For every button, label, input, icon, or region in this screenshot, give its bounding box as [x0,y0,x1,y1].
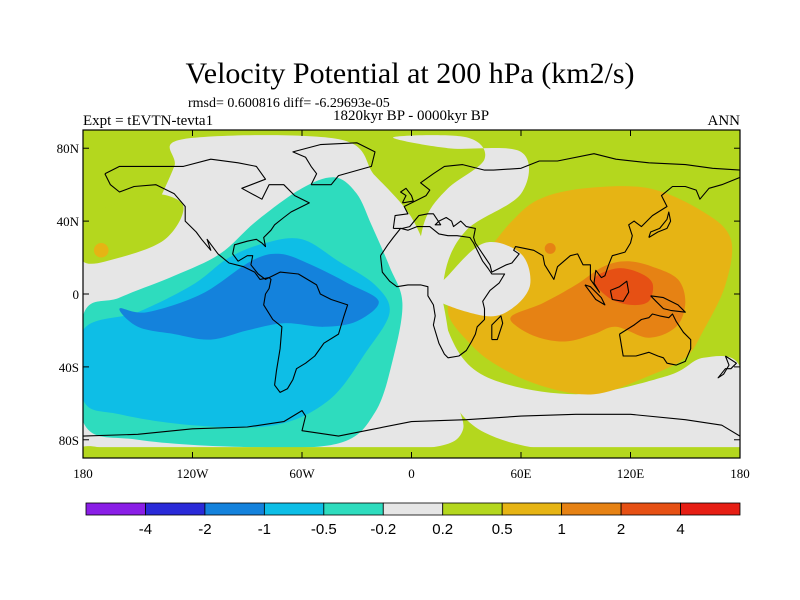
y-tick-label: 80N [57,141,80,156]
coastlines [83,142,740,437]
colorbar-box [323,502,384,516]
chart-title: Velocity Potential at 200 hPa (km2/s) [185,57,634,90]
coastline-africa [379,226,506,359]
coastline-eurasia [392,153,740,293]
colorbar-label: 0.2 [432,521,453,538]
y-tick-label: 80S [59,433,79,448]
coastline-britain [400,187,414,204]
coastline-borneo [609,280,630,302]
colorbar-label: -0.5 [311,521,337,538]
velocity-potential-field [83,130,740,458]
stats-line: rmsd= 0.600816 diff= -6.29693e-05 [188,96,390,111]
colorbar-box [442,502,503,516]
region-near-zero-east [393,135,740,455]
center-label: 1820kyr BP - 0000kyr BP [333,108,489,124]
colorbar-box [680,502,741,516]
colorbar-label: -4 [139,521,152,538]
coastline-antarctica [83,410,740,437]
x-tick-label: 60E [511,466,532,481]
coastline-greenland [292,142,376,186]
colorbar-label: 1 [557,521,565,538]
colorbar-box [145,502,206,516]
x-tick-label: 120E [617,466,645,481]
coastline-madagascar [491,315,504,341]
region-positive-peak [593,268,654,306]
blob-pacific-positive-spot [93,242,109,258]
y-tick-label: 40S [59,360,79,375]
colorbar-box [501,502,563,516]
left-label: Expt = tEVTN-tevta1 [83,113,213,129]
coastline-new-zealand [717,355,737,379]
coastline-sumatra [584,284,606,306]
x-tick-label: 0 [408,466,415,481]
colorbar-box [204,502,265,516]
y-tick-label: 40N [57,214,80,229]
colorbar-box [561,502,622,516]
colorbar-label: 2 [617,521,625,538]
colorbar-label: 4 [676,521,684,538]
right-label: ANN [708,113,741,129]
coastline-australia [618,313,692,366]
y-tick-label: 0 [73,287,80,302]
colorbar-box [263,502,325,516]
blob-india-positive-spot [544,242,556,254]
colorbar-box [620,502,681,516]
colorbar-label: -2 [198,521,211,538]
coastline-new-guinea [650,295,686,313]
x-tick-label: 180 [73,466,93,481]
colorbar-box [382,502,444,516]
region-negative-strong [119,253,379,340]
colorbar-label: 0.5 [492,521,513,538]
region-tropical-small-gray [431,242,531,317]
colorbar-box [85,502,146,516]
coastline-south-america [263,271,349,393]
colorbar-label: -0.2 [370,521,396,538]
coastline-japan [648,211,672,238]
x-tick-label: 180 [730,466,750,481]
coastline-north-america [104,158,310,280]
x-tick-label: 120W [177,466,210,481]
y-axis: 80N 40N 0 40S 80S [57,141,740,448]
region-pacific-small-green [83,193,184,264]
x-axis: 180 120W 60W 0 60E 120E 180 [73,130,750,481]
colorbar: -4 -2 -1 -0.5 -0.2 0.2 0.5 1 2 4 [85,502,741,538]
x-tick-label: 60W [289,466,315,481]
colorbar-label: -1 [258,521,271,538]
